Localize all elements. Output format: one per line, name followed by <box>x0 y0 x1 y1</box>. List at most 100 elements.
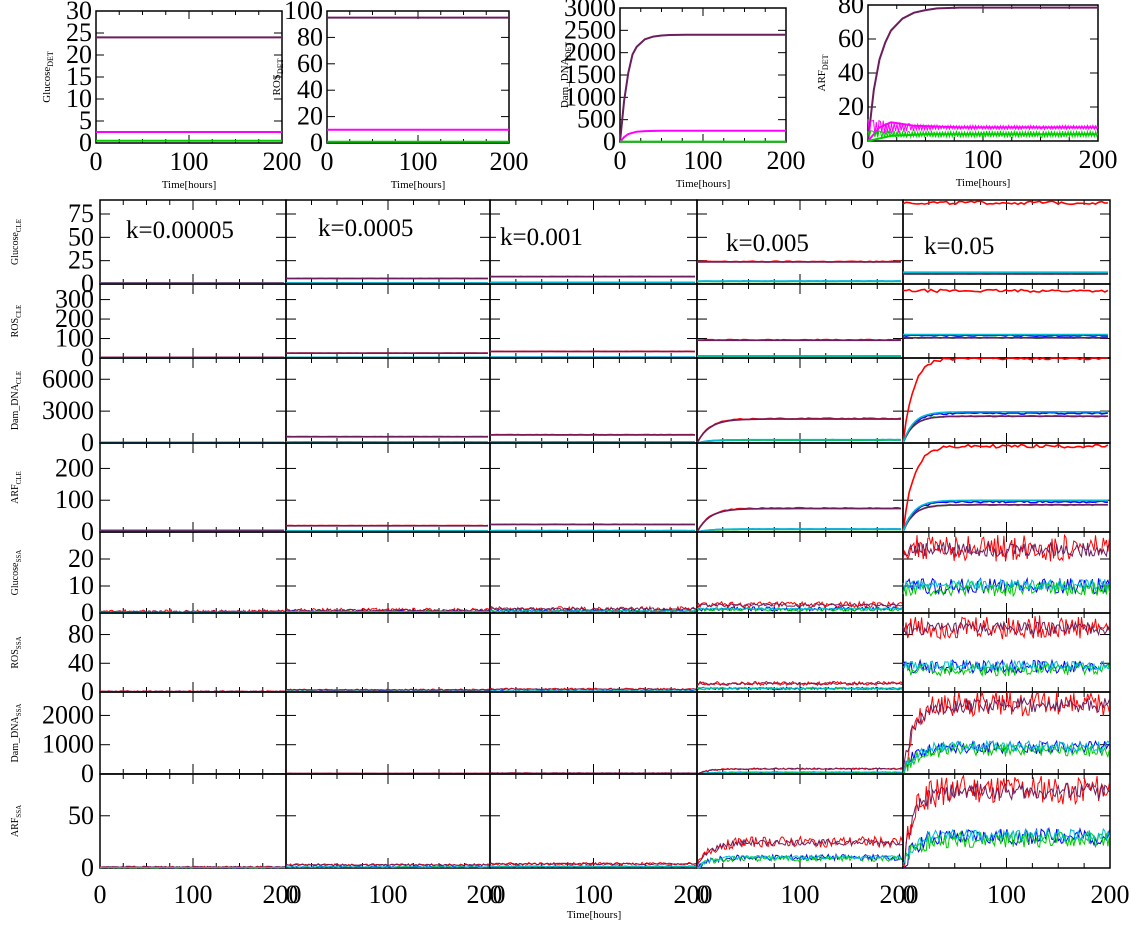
x-tick-label: 100 <box>574 880 613 909</box>
series-line-2 <box>697 854 903 869</box>
x-tick-label: 100 <box>684 146 723 175</box>
panel-r1-c2 <box>489 283 698 359</box>
series-line-2 <box>902 580 1110 598</box>
panel-frame <box>99 773 287 869</box>
series-line-0 <box>902 533 1110 562</box>
plot-frame <box>619 7 787 143</box>
y-axis-label: GlucoseDET <box>41 51 55 103</box>
series-line-1 <box>619 129 786 143</box>
y-tick-label: 80 <box>297 22 323 51</box>
series-noise-1 <box>867 129 1098 140</box>
row-y-label-sub: CLE <box>15 371 23 384</box>
series-line-3 <box>696 602 903 608</box>
panel-frame <box>99 531 287 614</box>
panel-frame <box>489 283 698 359</box>
series-line-3 <box>902 542 1110 559</box>
y-tick-label: 30 <box>66 0 92 25</box>
series-line-4 <box>902 499 1108 533</box>
chart-arf-det: 0 20 40 60 80 0 100 200 Time[hours] ARFDET <box>816 0 1118 189</box>
series-line-0 <box>902 443 1109 532</box>
panel-r2-c1 <box>285 357 491 444</box>
row-y-label-sub: SSA <box>15 550 23 563</box>
x-tick-label: 100 <box>781 880 820 909</box>
row-y-label-main: Dam_DNA <box>10 716 21 763</box>
y-tick-label: 100 <box>55 324 94 353</box>
y-tick-label: 0 <box>81 269 94 298</box>
panel-r6-c0 <box>99 691 287 775</box>
y-tick-label: 10 <box>68 571 94 600</box>
y-axis-label-sub: DET <box>276 58 285 74</box>
k-label-bg <box>122 216 250 244</box>
panel-frame <box>99 691 287 775</box>
y-tick-label: 0 <box>310 128 323 157</box>
panel-r3-c3 <box>696 442 904 533</box>
y-tick-label: 5 <box>79 106 92 135</box>
series-line-4 <box>285 610 490 613</box>
row-y-label: Dam_DNACLE <box>10 371 23 430</box>
series-line-4 <box>902 659 1110 673</box>
panel-frame <box>696 773 904 869</box>
panel-r5-c2 <box>489 612 698 693</box>
panel-r6-c2 <box>489 691 698 775</box>
panel-frame <box>696 357 904 444</box>
x-tick-label: 100 <box>369 880 408 909</box>
series-line-0 <box>619 33 786 143</box>
y-tick-label: 50 <box>68 222 94 251</box>
y-tick-label: 25 <box>66 18 92 47</box>
y-tick-label: 3000 <box>42 396 94 425</box>
row-y-label-main: Dam_DNA <box>10 383 21 430</box>
y-tick-label: 0 <box>81 759 94 788</box>
y-tick-label: 6000 <box>42 364 94 393</box>
panel-frame <box>285 531 491 614</box>
x-tick-label: 200 <box>467 880 506 909</box>
panel-frame <box>285 612 491 693</box>
y-tick-label: 2000 <box>564 38 616 67</box>
x-tick-label: 200 <box>263 880 302 909</box>
panel-r4-c0 <box>99 531 287 615</box>
series-line-4 <box>696 528 901 533</box>
y-axis-label: ROSDET <box>271 58 285 95</box>
x-tick-label: 200 <box>880 880 919 909</box>
y-tick-label: 20 <box>297 102 323 131</box>
series-line-4 <box>697 771 903 775</box>
k-label-bg <box>496 223 597 251</box>
panel-r3-c0 <box>99 442 287 533</box>
panel-frame <box>285 691 491 775</box>
x-tick-label: 0 <box>903 880 916 909</box>
panel-frame <box>902 283 1111 359</box>
row-y-label-main: ARF <box>10 817 21 837</box>
k-label: k=0.005 <box>726 230 809 257</box>
row-y-label: ARFSSA <box>10 805 23 837</box>
y-axis-label: ARFDET <box>816 54 830 91</box>
panel-r2-c3 <box>696 357 904 444</box>
y-axis-label-main: ROS <box>271 74 283 95</box>
row-y-label: Dam_DNASSA <box>10 704 23 763</box>
x-axis-label: Time[hours] <box>956 177 1011 189</box>
series-line-4 <box>902 578 1110 592</box>
y-tick-label: 40 <box>297 75 323 104</box>
panel-frame <box>99 612 287 693</box>
panel-r5-c3 <box>696 612 904 693</box>
panel-r5-c4 <box>902 612 1111 693</box>
y-tick-label: 10 <box>66 84 92 113</box>
panel-frame <box>902 442 1111 533</box>
panel-frame <box>285 773 491 869</box>
panel-frame <box>696 283 904 359</box>
x-axis-label: Time[hours] <box>162 179 217 191</box>
y-tick-label: 0 <box>81 517 94 546</box>
y-tick-label: 80 <box>838 0 864 19</box>
panel-r2-c2 <box>489 357 698 444</box>
y-tick-label: 100 <box>284 0 323 25</box>
k-label-bg <box>314 214 428 242</box>
panel-r6-c1 <box>285 691 491 775</box>
panel-r1-c4 <box>902 283 1111 359</box>
y-tick-label: 0 <box>81 428 94 457</box>
row-y-label-main: ROS <box>10 649 21 668</box>
panel-frame <box>696 612 904 693</box>
panel-frame <box>99 283 287 359</box>
panel-frame <box>489 612 698 693</box>
y-tick-label: 1000 <box>42 730 94 759</box>
plot-frame <box>326 10 510 144</box>
